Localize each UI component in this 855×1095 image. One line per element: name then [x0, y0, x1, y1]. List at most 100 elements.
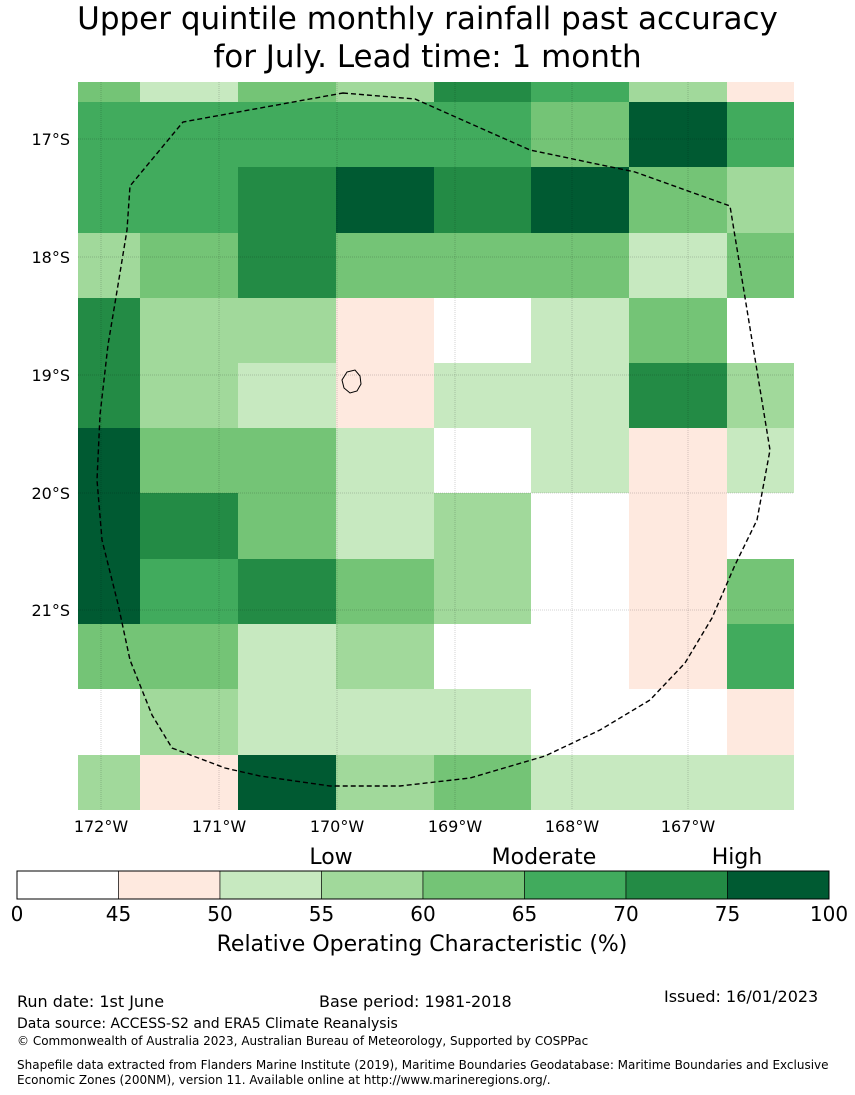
grid-cell	[140, 233, 238, 298]
latitude-label: 19°S	[31, 366, 70, 385]
grid-cell	[531, 428, 629, 493]
grid-cell	[629, 363, 727, 428]
grid-cell	[434, 428, 531, 493]
grid-cell	[336, 493, 434, 559]
latitude-label: 20°S	[31, 484, 70, 503]
colorbar-segment	[321, 870, 424, 900]
grid-cell	[434, 689, 531, 755]
colorbar-segment	[118, 870, 221, 900]
grid-cell	[336, 363, 434, 428]
grid-cell	[434, 624, 531, 689]
grid-cell	[336, 82, 434, 102]
grid-cell	[531, 493, 629, 559]
grid-cell	[78, 82, 140, 102]
longitude-label: 171°W	[192, 817, 247, 836]
grid-cell	[434, 82, 531, 102]
colorbar-tick-label: 0	[10, 902, 24, 926]
grid-cell	[531, 624, 629, 689]
grid-cell	[629, 689, 727, 755]
grid-cell	[78, 298, 140, 363]
run-date: Run date: 1st June	[17, 992, 165, 1011]
latitude-label: 17°S	[31, 130, 70, 149]
colorbar-tick-label: 50	[207, 902, 233, 926]
grid-cell	[434, 559, 531, 624]
grid-cell	[78, 689, 140, 755]
grid-cell	[727, 167, 794, 233]
grid-cell	[629, 493, 727, 559]
island-outline	[341, 369, 362, 394]
grid-cell	[629, 559, 727, 624]
longitude-labels: 172°W 171°W 170°W 169°W 168°W 167°W	[74, 817, 716, 836]
latitude-label: 18°S	[31, 248, 70, 267]
shapefile-credit-line-2: Economic Zones (200NM), version 11. Avai…	[17, 1073, 551, 1087]
grid-cell	[140, 559, 238, 624]
grid-cell	[434, 298, 531, 363]
colorbar-title: Relative Operating Characteristic (%)	[216, 932, 628, 957]
longitude-label: 170°W	[310, 817, 365, 836]
grid-cell	[238, 298, 336, 363]
longitude-label: 169°W	[428, 817, 483, 836]
grid-cell	[727, 755, 794, 810]
grid-cell	[434, 102, 531, 167]
grid-cell	[140, 755, 238, 810]
eez-boundary	[96, 92, 771, 787]
colorbar-segment	[727, 870, 830, 900]
grid-cell	[434, 233, 531, 298]
grid-cell	[434, 363, 531, 428]
grid-cell	[140, 624, 238, 689]
grid-cell	[78, 493, 140, 559]
colorbar-segment	[422, 870, 525, 900]
grid-cell	[78, 363, 140, 428]
grid-cell	[336, 624, 434, 689]
grid-cell	[140, 428, 238, 493]
grid-cell	[629, 167, 727, 233]
colorbar-tick-label: 45	[105, 902, 132, 926]
grid-cell	[629, 298, 727, 363]
longitude-label: 172°W	[74, 817, 129, 836]
colorbar-tick-label: 100	[809, 902, 849, 926]
colorbar	[16, 870, 830, 900]
grid-cell	[336, 755, 434, 810]
grid-cell	[727, 689, 794, 755]
grid-cell	[140, 493, 238, 559]
grid-cell	[629, 755, 727, 810]
grid-cell	[336, 298, 434, 363]
grid-cell	[727, 428, 794, 493]
grid-cell	[531, 82, 629, 102]
data-source: Data source: ACCESS-S2 and ERA5 Climate …	[17, 1016, 398, 1032]
colorbar-segment	[625, 870, 728, 900]
colorbar-tick-label: 65	[511, 902, 538, 926]
colorbar-frame	[16, 870, 830, 900]
colorbar-segment	[524, 870, 627, 900]
grid-cell	[434, 755, 531, 810]
issued-date: Issued: 16/01/2023	[664, 987, 819, 1006]
grid-cell	[140, 689, 238, 755]
grid-cell	[78, 624, 140, 689]
grid-cell	[727, 559, 794, 624]
grid-cell	[238, 102, 336, 167]
grid-cell	[238, 363, 336, 428]
grid-cell	[629, 428, 727, 493]
grid-cell	[140, 102, 238, 167]
grid-cell	[629, 624, 727, 689]
colorbar-tick-label: 70	[613, 902, 639, 926]
grid-cell	[140, 363, 238, 428]
colorbar-tick-label: 60	[410, 902, 436, 926]
grid-cell	[238, 167, 336, 233]
grid-cell	[531, 559, 629, 624]
title-line-1: Upper quintile monthly rainfall past acc…	[77, 1, 778, 37]
grid-cell	[78, 233, 140, 298]
grid-cell	[727, 82, 794, 102]
grid-cell	[238, 755, 336, 810]
grid-cell	[531, 167, 629, 233]
grid-cell	[336, 689, 434, 755]
grid-cell	[531, 363, 629, 428]
grid-cell	[140, 298, 238, 363]
grid-cell	[727, 363, 794, 428]
grid-cell	[238, 559, 336, 624]
grid-cell	[727, 233, 794, 298]
grid-cell	[336, 233, 434, 298]
category-moderate-label: Moderate	[491, 845, 597, 870]
grid-cell	[140, 167, 238, 233]
